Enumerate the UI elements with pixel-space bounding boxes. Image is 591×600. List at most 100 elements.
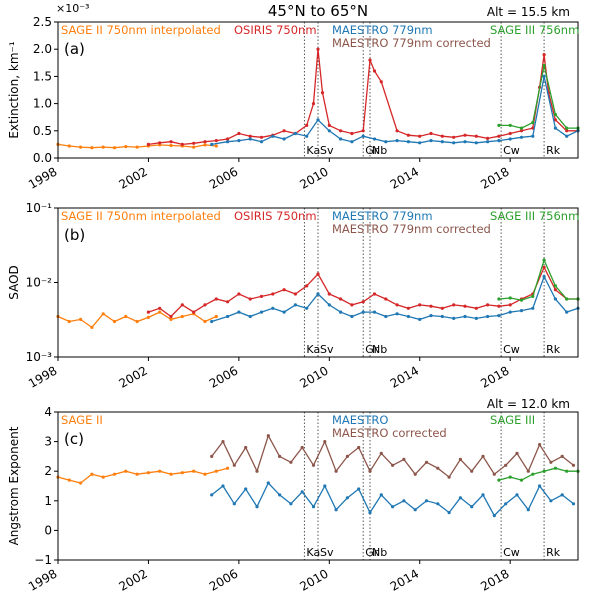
data-point-maestro-4	[259, 140, 264, 144]
data-point-maestro-13	[357, 487, 361, 491]
data-point-osiris-14	[305, 284, 309, 288]
era-label-rk: Rk	[546, 343, 561, 356]
data-point-maestro-6	[282, 137, 286, 141]
data-point-maestro-30	[549, 499, 553, 503]
legend-sage2: SAGE II	[61, 413, 103, 427]
data-point-maestro-2	[232, 502, 236, 506]
era-label-gr: Gr	[365, 546, 379, 559]
data-point-osiris-20	[372, 292, 377, 296]
y-tick-label: 10⁻³	[26, 350, 53, 364]
data-point-sage3-4	[542, 469, 546, 473]
data-point-osiris-13	[293, 292, 297, 296]
data-point-osiris-42	[565, 129, 569, 133]
era-label-ka: Ka	[306, 343, 320, 356]
data-point-sage2-6	[124, 314, 128, 319]
data-point-osiris-21	[384, 297, 388, 301]
data-point-maestro-23	[474, 316, 478, 320]
data-point-maestro_corr-11	[334, 469, 338, 473]
data-point-osiris-27	[452, 303, 456, 307]
data-point-sage2-5	[112, 146, 117, 150]
data-point-maestro-19	[424, 499, 429, 503]
x-tick-label: 2014	[388, 566, 421, 593]
data-point-maestro-0	[210, 142, 214, 146]
y-tick-label: 2.0	[33, 42, 52, 56]
series-line-maestro_corr	[211, 434, 574, 479]
data-point-osiris-6	[214, 139, 218, 143]
data-point-osiris-23	[406, 306, 410, 310]
data-point-maestro-7	[293, 131, 297, 136]
data-point-osiris-0	[146, 142, 150, 146]
data-point-maestro_corr-24	[481, 454, 485, 458]
data-point-maestro_corr-22	[458, 457, 462, 461]
data-point-maestro-27	[519, 135, 524, 139]
data-point-maestro-3	[244, 487, 248, 491]
data-point-maestro-14	[368, 510, 372, 515]
data-point-sage2-8	[146, 315, 150, 319]
legend-sage3: SAGE III	[490, 413, 535, 427]
y-tick-label: 0.5	[33, 124, 52, 138]
data-point-maestro-15	[384, 140, 388, 144]
legend-osiris: OSIRIS 750nm	[234, 209, 317, 223]
data-point-maestro-5	[266, 481, 270, 485]
data-point-maestro-24	[486, 140, 490, 144]
data-point-osiris-33	[486, 136, 490, 140]
legend-osiris: OSIRIS 750nm	[234, 23, 317, 37]
data-point-maestro_corr-21	[447, 475, 451, 479]
data-point-osiris-8	[237, 131, 241, 136]
series-line-sage3	[498, 65, 578, 129]
data-point-sage2-2	[79, 145, 83, 149]
legend-maestro: MAESTRO 779nm	[332, 209, 433, 223]
data-point-maestro_corr-20	[436, 466, 440, 470]
data-point-maestro-26	[504, 502, 508, 506]
data-point-sage3-0	[497, 478, 501, 482]
era-label-nb: Nb	[372, 343, 387, 356]
data-point-maestro_corr-14	[368, 469, 372, 473]
data-point-maestro-26	[508, 310, 512, 314]
x-tick-label: 1998	[26, 164, 59, 191]
data-point-osiris-23	[372, 69, 377, 73]
data-point-maestro-25	[492, 514, 496, 518]
x-tick-label: 2002	[116, 164, 149, 191]
data-point-maestro_corr-5	[266, 434, 270, 438]
series-line-sage2	[57, 467, 228, 484]
data-point-osiris-9	[248, 297, 252, 301]
data-point-sage2-3	[90, 325, 94, 329]
data-point-maestro_corr-0	[210, 454, 214, 458]
data-point-sage3-6	[565, 469, 569, 473]
data-point-sage3-5	[553, 112, 558, 117]
era-label-sv: Sv	[320, 546, 334, 559]
x-tick-label: 2006	[207, 566, 240, 593]
data-point-maestro-13	[361, 134, 365, 138]
data-point-maestro_corr-29	[538, 443, 542, 447]
data-point-maestro-22	[463, 140, 467, 144]
y-tick-label: 2.5	[33, 15, 52, 29]
y-tick-label: 0.0	[33, 151, 52, 165]
data-point-osiris-30	[486, 303, 490, 307]
data-point-osiris-4	[192, 141, 196, 145]
data-point-maestro-25	[497, 139, 501, 143]
y-tick-label: 3	[44, 435, 52, 449]
data-point-osiris-19	[339, 129, 343, 133]
altitude-label: Alt = 12.0 km	[487, 397, 570, 411]
data-point-osiris-17	[339, 297, 343, 301]
data-point-maestro-1	[226, 140, 230, 144]
data-point-maestro-12	[345, 496, 349, 500]
era-label-nb: Nb	[372, 546, 387, 559]
y-tick-label: 4	[44, 405, 52, 419]
y-tick-label: 10⁻¹	[26, 201, 53, 215]
data-point-maestro-23	[470, 505, 474, 509]
data-point-maestro-17	[406, 140, 410, 144]
data-point-osiris-26	[440, 306, 444, 310]
data-point-osiris-39	[542, 53, 546, 57]
data-point-osiris-5	[203, 303, 207, 307]
data-point-sage3-2	[519, 126, 524, 130]
x-tick-label: 2018	[478, 566, 511, 593]
data-point-osiris-3	[180, 303, 184, 307]
data-point-sage2-15	[226, 466, 230, 470]
data-point-maestro-8	[305, 306, 309, 310]
data-point-osiris-0	[146, 310, 150, 314]
data-point-osiris-25	[395, 129, 399, 133]
data-point-sage2-7	[135, 472, 139, 476]
y-axis-label: SAOD	[7, 265, 21, 300]
